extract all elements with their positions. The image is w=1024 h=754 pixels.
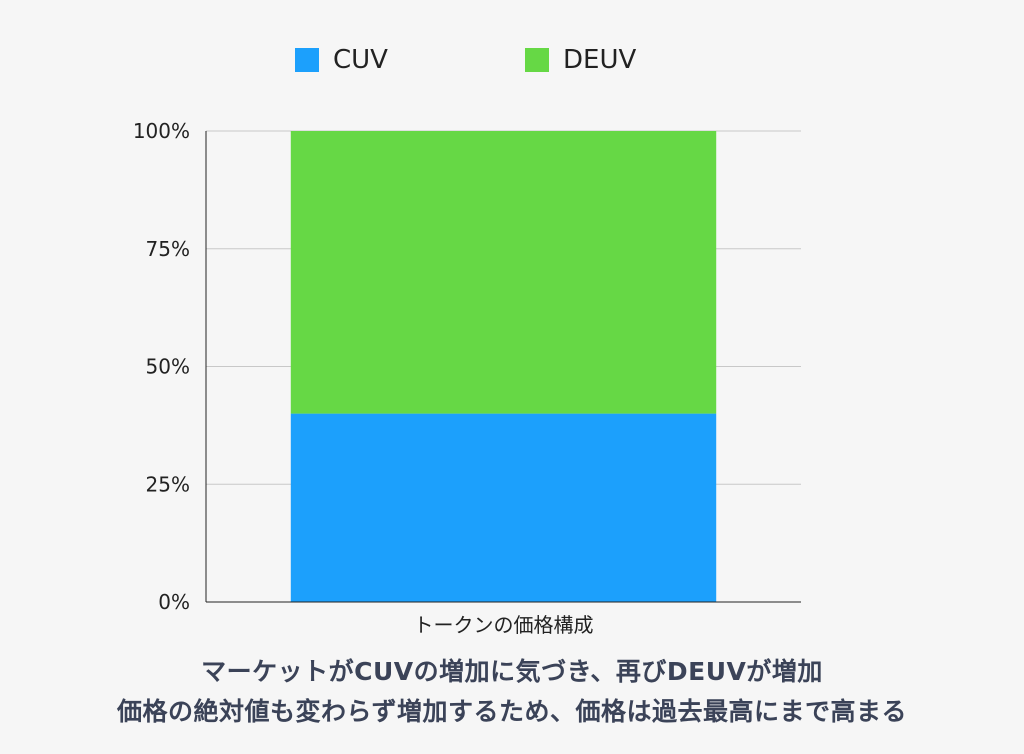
legend-swatch-cuv: [295, 48, 319, 72]
y-tick-label-25: 25%: [146, 472, 190, 496]
legend-item-cuv: CUV: [295, 42, 388, 78]
stacked-bar-chart: 0% 25% 50% 75% 100% トークンの価格構成: [133, 119, 801, 637]
legend-label-deuv: DEUV: [563, 45, 637, 75]
x-category-label: トークンの価格構成: [414, 613, 594, 637]
bar-segment-deuv: [290, 131, 717, 414]
caption-line-1: マーケットがCUVの増加に気づき、再びDEUVが増加: [201, 657, 823, 686]
chart-legend: CUV DEUV: [0, 42, 1024, 82]
y-tick-label-100: 100%: [133, 119, 190, 143]
y-tick-label-75: 75%: [146, 237, 190, 261]
legend-swatch-deuv: [525, 48, 549, 72]
caption-line-2: 価格の絶対値も変わらず増加するため、価格は過去最高にまで高まる: [116, 697, 907, 726]
y-tick-label-0: 0%: [158, 590, 190, 614]
bar-segment-cuv: [290, 413, 717, 602]
legend-label-cuv: CUV: [333, 45, 388, 75]
legend-item-deuv: DEUV: [525, 42, 636, 78]
y-tick-label-50: 50%: [146, 355, 190, 379]
